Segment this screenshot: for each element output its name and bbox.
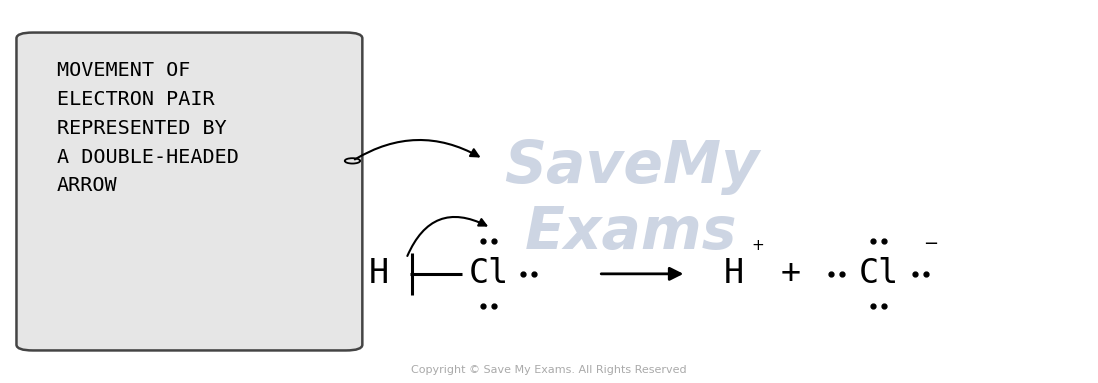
Text: SaveMy
Exams: SaveMy Exams bbox=[504, 137, 759, 261]
Text: H: H bbox=[724, 257, 743, 290]
Text: Cl: Cl bbox=[859, 257, 898, 290]
Text: MOVEMENT OF
ELECTRON PAIR
REPRESENTED BY
A DOUBLE-HEADED
ARROW: MOVEMENT OF ELECTRON PAIR REPRESENTED BY… bbox=[57, 61, 239, 195]
FancyBboxPatch shape bbox=[16, 33, 362, 350]
Text: Cl: Cl bbox=[469, 257, 508, 290]
Text: −: − bbox=[923, 235, 939, 253]
Text: H: H bbox=[369, 257, 389, 290]
Text: +: + bbox=[751, 237, 764, 253]
Text: Copyright © Save My Exams. All Rights Reserved: Copyright © Save My Exams. All Rights Re… bbox=[411, 365, 687, 375]
Text: +: + bbox=[781, 257, 800, 290]
